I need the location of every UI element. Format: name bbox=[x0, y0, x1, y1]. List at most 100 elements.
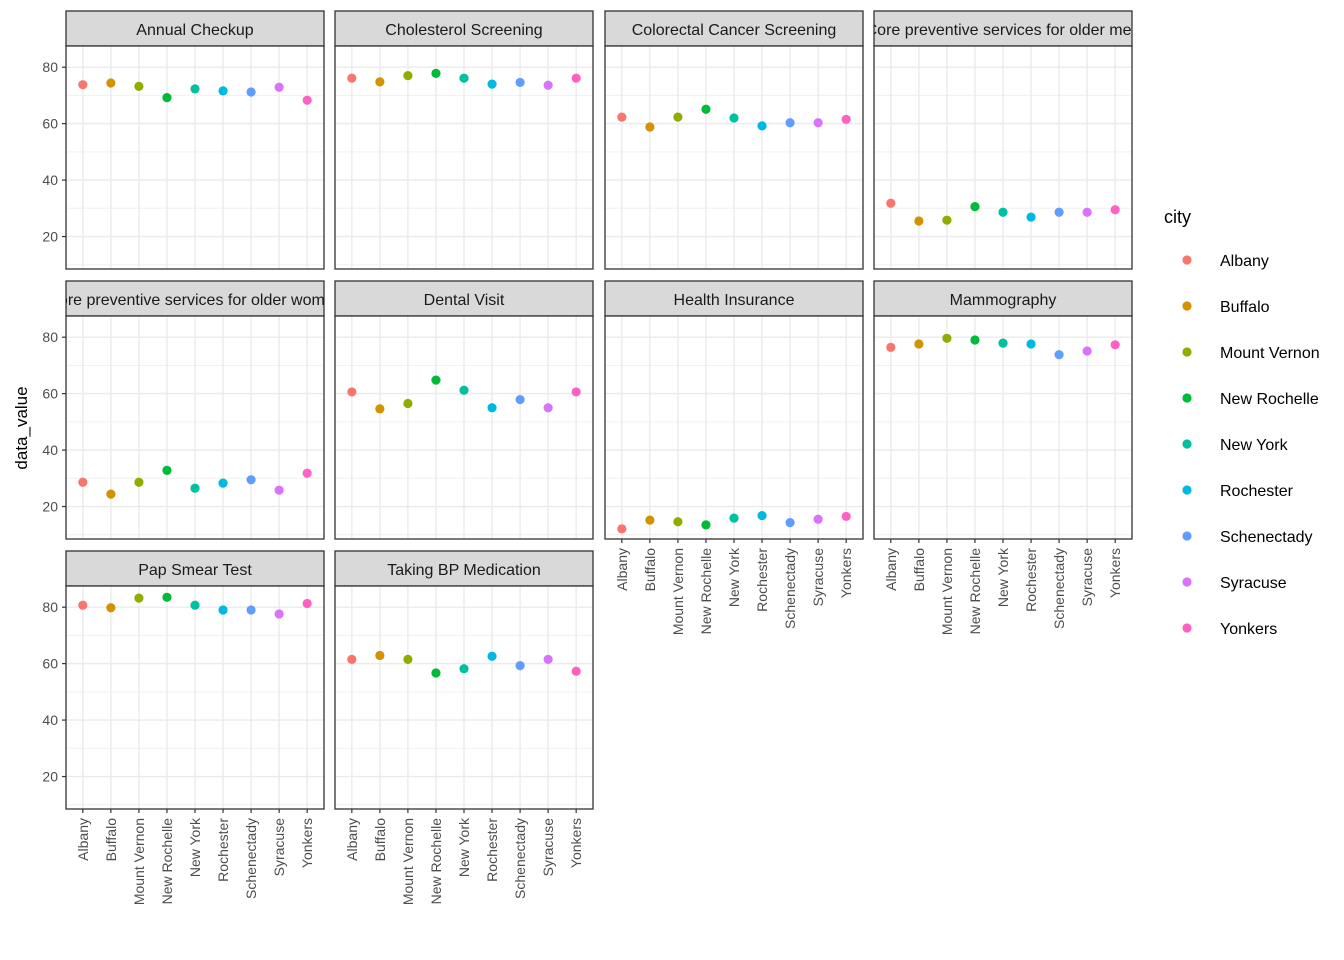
legend: city Albany Buffalo Mount Vernon New Rochel… bbox=[1164, 207, 1320, 638]
data-point bbox=[218, 605, 228, 615]
data-point bbox=[729, 513, 739, 523]
data-point bbox=[347, 73, 357, 83]
data-point bbox=[487, 79, 497, 89]
data-point bbox=[785, 118, 795, 128]
data-point bbox=[785, 518, 795, 528]
data-point bbox=[347, 654, 357, 664]
data-point bbox=[1026, 212, 1036, 222]
facet-label: Core preventive services for older men bbox=[866, 22, 1141, 39]
data-point bbox=[246, 605, 256, 615]
data-point bbox=[942, 215, 952, 225]
facet-panel: Core preventive services for older women… bbox=[42, 280, 342, 540]
facet-panel: Dental Visit bbox=[334, 280, 594, 540]
x-tick-label: New Rochelle bbox=[698, 548, 714, 635]
legend-key bbox=[1182, 255, 1192, 265]
y-tick-label: 20 bbox=[42, 229, 58, 245]
legend-label: Mount Vernon bbox=[1220, 345, 1320, 362]
x-tick-label: New Rochelle bbox=[967, 548, 983, 635]
x-tick-label: Yonkers bbox=[1107, 548, 1123, 598]
legend-label: Schenectady bbox=[1220, 529, 1313, 546]
data-point bbox=[302, 95, 312, 105]
data-point bbox=[246, 475, 256, 485]
data-point bbox=[886, 342, 896, 352]
x-tick-label: New Rochelle bbox=[159, 818, 175, 905]
data-point bbox=[459, 664, 469, 674]
data-point bbox=[701, 104, 711, 114]
x-tick-label: Buffalo bbox=[372, 818, 388, 862]
data-point bbox=[942, 333, 952, 343]
x-tick-label: Yonkers bbox=[838, 548, 854, 598]
facet-label: Core preventive services for older women bbox=[47, 292, 342, 309]
x-tick-label: Rochester bbox=[754, 548, 770, 612]
legend-label: Syracuse bbox=[1220, 575, 1287, 592]
data-point bbox=[1026, 339, 1036, 349]
facet-strip bbox=[334, 10, 594, 47]
facet-label: Mammography bbox=[950, 292, 1057, 309]
data-point bbox=[571, 666, 581, 676]
legend-key bbox=[1182, 531, 1192, 541]
x-tick-label: Yonkers bbox=[568, 818, 584, 868]
data-point bbox=[274, 609, 284, 619]
panel-border bbox=[334, 45, 594, 270]
legend-label: Albany bbox=[1220, 253, 1269, 270]
legend-key bbox=[1182, 347, 1192, 357]
facet-strip bbox=[334, 550, 594, 587]
x-tick-label: Buffalo bbox=[103, 818, 119, 862]
facet-panel: Core preventive services for older men bbox=[866, 10, 1141, 270]
data-point bbox=[617, 524, 627, 534]
x-tick-label: Rochester bbox=[1023, 548, 1039, 612]
panel-border bbox=[334, 315, 594, 540]
data-point bbox=[998, 338, 1008, 348]
data-point bbox=[134, 593, 144, 603]
data-point bbox=[813, 514, 823, 524]
data-point bbox=[1082, 207, 1092, 217]
y-tick-label: 20 bbox=[42, 499, 58, 515]
y-tick-label: 60 bbox=[42, 386, 58, 402]
data-point bbox=[403, 654, 413, 664]
data-point bbox=[403, 71, 413, 81]
data-point bbox=[375, 404, 385, 414]
x-tick-label: New York bbox=[726, 547, 742, 607]
facet-label: Cholesterol Screening bbox=[385, 22, 542, 39]
data-point bbox=[190, 84, 200, 94]
facet-panel: Cholesterol Screening bbox=[334, 10, 594, 270]
data-point bbox=[162, 465, 172, 476]
data-point bbox=[134, 81, 144, 91]
legend-title: city bbox=[1164, 207, 1191, 227]
x-tick-label: Syracuse bbox=[271, 818, 287, 877]
data-point bbox=[1054, 350, 1064, 360]
facet-strip bbox=[65, 10, 325, 47]
data-point bbox=[218, 86, 228, 96]
data-point bbox=[1110, 205, 1120, 215]
data-point bbox=[218, 478, 228, 488]
data-point bbox=[617, 112, 627, 122]
data-point bbox=[757, 121, 767, 131]
data-point bbox=[459, 385, 469, 395]
y-tick-label: 40 bbox=[42, 442, 58, 458]
x-tick-label: New Rochelle bbox=[428, 818, 444, 905]
data-point bbox=[375, 650, 385, 661]
data-point bbox=[106, 78, 116, 88]
data-point bbox=[78, 477, 88, 487]
data-point bbox=[106, 489, 116, 499]
y-tick-label: 40 bbox=[42, 712, 58, 728]
data-point bbox=[841, 114, 851, 124]
data-point bbox=[459, 73, 469, 83]
x-tick-label: Mount Vernon bbox=[131, 818, 147, 905]
data-point bbox=[274, 485, 284, 495]
x-tick-label: Mount Vernon bbox=[939, 548, 955, 635]
x-tick-label: Syracuse bbox=[810, 548, 826, 607]
panel-border bbox=[65, 45, 325, 270]
data-point bbox=[757, 510, 767, 521]
facet-strip bbox=[604, 10, 864, 47]
legend-label: New Rochelle bbox=[1220, 391, 1319, 408]
data-point bbox=[134, 477, 144, 487]
y-tick-label: 80 bbox=[42, 599, 58, 615]
data-point bbox=[1082, 346, 1092, 356]
x-tick-label: Albany bbox=[75, 818, 91, 861]
data-point bbox=[347, 387, 357, 397]
data-point bbox=[1110, 340, 1120, 350]
facet-strip bbox=[604, 280, 864, 317]
data-point bbox=[375, 77, 385, 87]
